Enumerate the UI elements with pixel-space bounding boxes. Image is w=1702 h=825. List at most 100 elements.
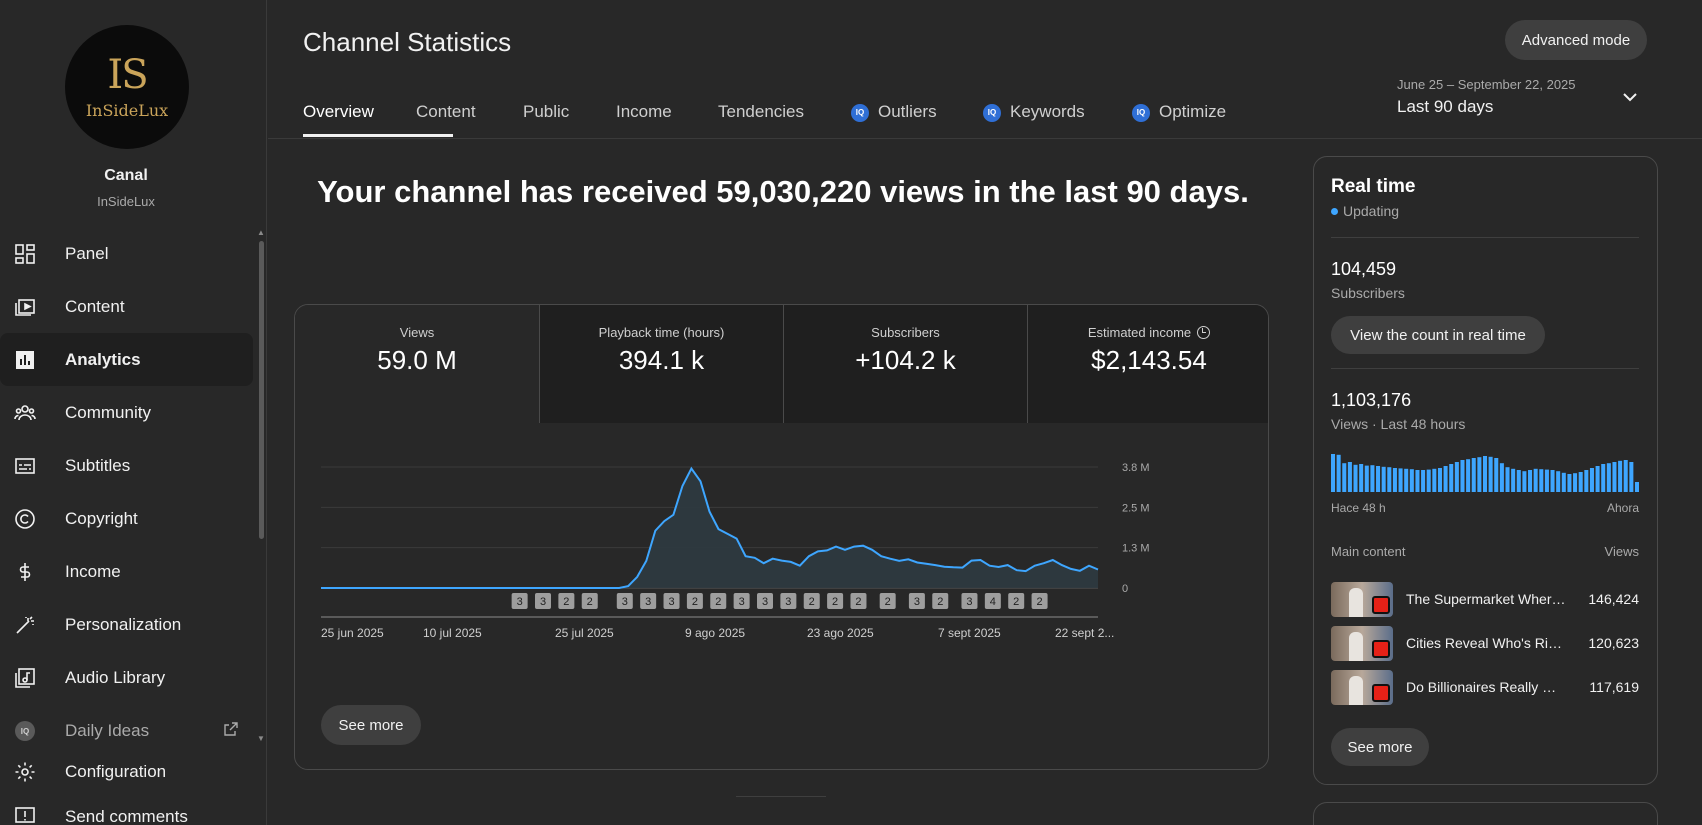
upload-marker bbox=[803, 593, 820, 609]
hourly-bar bbox=[1398, 468, 1403, 492]
shorts-icon bbox=[1372, 596, 1390, 614]
divider bbox=[1331, 237, 1639, 238]
hourly-bar bbox=[1634, 482, 1639, 492]
hourly-bar bbox=[1494, 458, 1499, 492]
views-area bbox=[321, 468, 1098, 588]
hourly-bar bbox=[1347, 462, 1352, 492]
see-more-button[interactable]: See more bbox=[1331, 728, 1429, 766]
metric-subscribers[interactable]: Subscribers +104.2 k bbox=[783, 305, 1027, 423]
x-tick-label: 7 sept 2025 bbox=[938, 626, 1001, 640]
shorts-icon bbox=[1372, 640, 1390, 658]
hourly-bar bbox=[1364, 465, 1369, 492]
video-thumbnail bbox=[1331, 582, 1393, 617]
upload-marker-count: 3 bbox=[785, 596, 791, 608]
date-range-selector[interactable]: Last 90 days bbox=[1397, 97, 1494, 116]
hourly-bar bbox=[1528, 470, 1533, 492]
sidebar-item-content[interactable]: Content bbox=[0, 280, 247, 333]
hourly-bar bbox=[1392, 468, 1397, 492]
axis-start-label: Hace 48 h bbox=[1331, 501, 1386, 515]
hourly-bar bbox=[1629, 462, 1634, 492]
list-item[interactable]: Cities Reveal Who's Richer... 120,623 bbox=[1331, 626, 1639, 662]
sidebar-item-label: Send comments bbox=[65, 807, 188, 825]
clock-icon bbox=[1197, 326, 1211, 339]
advanced-mode-button[interactable]: Advanced mode bbox=[1505, 20, 1647, 60]
logo-monogram: IS bbox=[107, 51, 148, 98]
tab-optimize[interactable]: IQ Optimize bbox=[1132, 102, 1226, 122]
hourly-bar bbox=[1589, 468, 1594, 492]
iq-badge-icon: IQ bbox=[14, 720, 36, 742]
channel-name: Canal bbox=[104, 167, 148, 184]
tab-overview[interactable]: Overview bbox=[303, 102, 374, 122]
x-tick-label: 9 ago 2025 bbox=[685, 626, 745, 640]
hourly-bar bbox=[1488, 456, 1493, 492]
tab-label: Content bbox=[416, 102, 476, 121]
list-item[interactable]: The Supermarket Where... 146,424 bbox=[1331, 582, 1639, 618]
hourly-bar bbox=[1449, 464, 1454, 492]
tab-outliers[interactable]: IQ Outliers bbox=[851, 102, 937, 122]
upload-marker-count: 2 bbox=[563, 596, 569, 608]
upload-marker-count: 3 bbox=[762, 596, 768, 608]
sidebar-item-audio-library[interactable]: Audio Library bbox=[0, 651, 247, 704]
metric-estimated-income[interactable]: Estimated income $2,143.54 bbox=[1027, 305, 1268, 423]
hourly-views-chart bbox=[1331, 454, 1639, 492]
hourly-bar bbox=[1511, 468, 1516, 492]
sidebar-scrollbar[interactable] bbox=[259, 241, 264, 539]
hourly-bar bbox=[1556, 471, 1561, 492]
main-content-label: Main content bbox=[1331, 544, 1406, 559]
sidebar-item-income[interactable]: Income bbox=[0, 545, 247, 598]
hourly-bar bbox=[1376, 466, 1381, 492]
metric-value: $2,143.54 bbox=[1091, 345, 1207, 375]
sidebar-item-personalization[interactable]: Personalization bbox=[0, 598, 247, 651]
chevron-down-icon[interactable] bbox=[1621, 88, 1639, 106]
sidebar-item-subtitles[interactable]: Subtitles bbox=[0, 439, 247, 492]
metric-playback-time[interactable]: Playback time (hours) 394.1 k bbox=[539, 305, 783, 423]
metric-views[interactable]: Views 59.0 M bbox=[295, 305, 539, 423]
video-views: 146,424 bbox=[1588, 591, 1639, 607]
sidebar-item-analytics[interactable]: Analytics bbox=[0, 333, 253, 386]
tab-label: Overview bbox=[303, 102, 374, 121]
channel-avatar[interactable]: IS InSideLux bbox=[65, 25, 189, 149]
x-tick-label: 25 jun 2025 bbox=[321, 626, 384, 640]
tab-tendencies[interactable]: Tendencies bbox=[718, 102, 804, 122]
hourly-bar bbox=[1415, 470, 1420, 492]
tab-label: Public bbox=[523, 102, 570, 121]
hourly-bar bbox=[1618, 460, 1623, 492]
hourly-bar bbox=[1505, 467, 1510, 492]
view-realtime-count-button[interactable]: View the count in real time bbox=[1331, 316, 1545, 354]
iq-badge-icon: IQ bbox=[851, 104, 869, 122]
upload-marker-count: 2 bbox=[855, 596, 861, 608]
overview-card: Views 59.0 M Playback time (hours) 394.1… bbox=[294, 304, 1269, 770]
sidebar-item-community[interactable]: Community bbox=[0, 386, 247, 439]
see-more-button[interactable]: See more bbox=[321, 705, 421, 745]
sidebar-item-label: Subtitles bbox=[65, 455, 131, 475]
hourly-bar bbox=[1387, 467, 1392, 492]
live-dot-icon bbox=[1331, 208, 1338, 215]
scroll-up-arrow[interactable]: ▲ bbox=[257, 228, 265, 237]
upload-marker bbox=[780, 593, 797, 609]
tab-keywords[interactable]: IQ Keywords bbox=[983, 102, 1085, 122]
sidebar-item-panel[interactable]: Panel bbox=[0, 227, 247, 280]
scroll-down-arrow[interactable]: ▼ bbox=[257, 734, 265, 743]
x-tick-label: 22 sept 2... bbox=[1055, 626, 1114, 640]
axis-end-label: Ahora bbox=[1606, 501, 1639, 515]
tab-public[interactable]: Public bbox=[523, 102, 569, 122]
x-tick-label: 10 jul 2025 bbox=[423, 626, 482, 640]
upload-marker-count: 3 bbox=[517, 596, 523, 608]
views-column-label: Views bbox=[1604, 544, 1639, 559]
views-48h-label: Views · Last 48 hours bbox=[1331, 416, 1466, 432]
list-item[interactable]: Do Billionaires Really W... 117,619 bbox=[1331, 670, 1639, 706]
sidebar-item-copyright[interactable]: Copyright bbox=[0, 492, 247, 545]
upload-marker bbox=[827, 593, 844, 609]
tab-income[interactable]: Income bbox=[616, 102, 672, 122]
sidebar-item-daily-ideas[interactable]: IQ Daily Ideas bbox=[0, 704, 247, 757]
hourly-bar bbox=[1578, 472, 1583, 492]
logo-name: InSideLux bbox=[85, 100, 169, 120]
sidebar-item-configuration[interactable]: Configuration bbox=[0, 757, 247, 787]
sidebar-item-send-comments[interactable]: Send comments bbox=[0, 787, 247, 825]
metric-label: Playback time (hours) bbox=[598, 325, 725, 340]
upload-marker-count: 2 bbox=[587, 596, 593, 608]
upload-marker bbox=[733, 593, 750, 609]
hourly-bar bbox=[1482, 456, 1488, 492]
tab-content[interactable]: Content bbox=[416, 102, 476, 122]
upload-marker bbox=[879, 593, 896, 609]
